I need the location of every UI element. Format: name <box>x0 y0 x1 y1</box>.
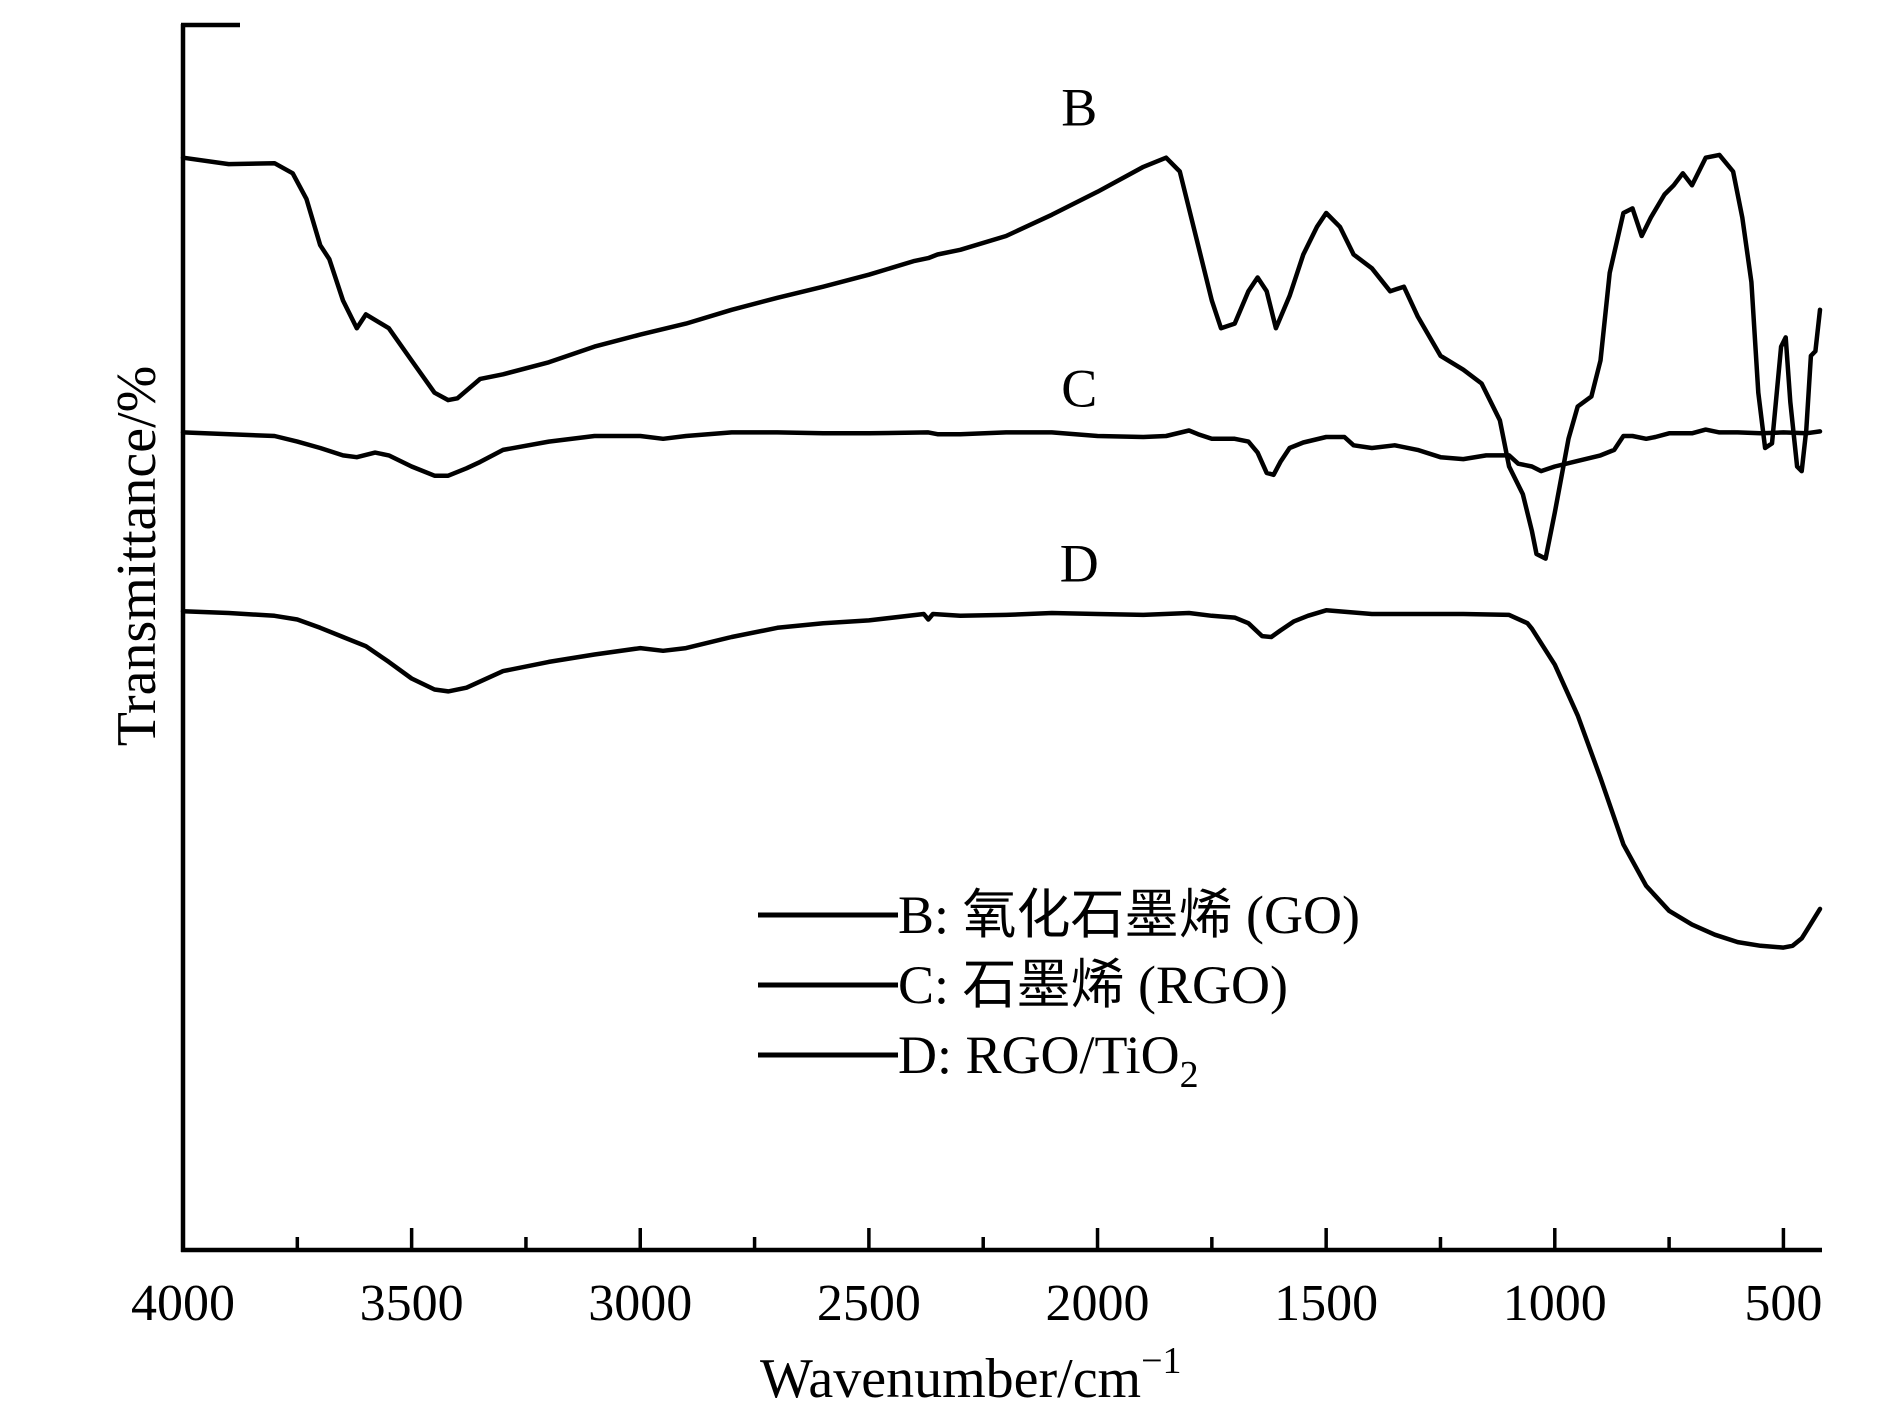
series-label-b: B <box>1061 77 1097 137</box>
x-axis-label: Wavenumber/cm−1 <box>760 1340 1182 1410</box>
legend-item-c: C: 石墨烯 (RGO) <box>758 955 1288 1015</box>
series-curve-c <box>180 427 1823 478</box>
x-ticks <box>181 1228 1786 1250</box>
x-tick-label: 1000 <box>1503 1275 1607 1332</box>
x-tick-label: 1500 <box>1274 1275 1378 1332</box>
legend: B: 氧化石墨烯 (GO) C: 石墨烯 (RGO) D: RGO/TiO2 <box>758 885 1360 1096</box>
series-curves <box>180 152 1823 950</box>
series-labels: B C D <box>1060 77 1099 593</box>
series-curve-d <box>180 608 1823 950</box>
x-tick-label: 3500 <box>360 1275 464 1332</box>
axes-frame <box>180 22 1822 1253</box>
legend-label-d: D: RGO/TiO2 <box>898 1025 1199 1096</box>
series-curve-b <box>180 152 1823 561</box>
legend-label-c: C: 石墨烯 (RGO) <box>898 955 1288 1015</box>
series-label-c: C <box>1061 359 1097 419</box>
x-tick-label: 3000 <box>588 1275 692 1332</box>
legend-item-b: B: 氧化石墨烯 (GO) <box>758 885 1360 945</box>
x-tick-label: 2500 <box>817 1275 921 1332</box>
x-tick-label: 2000 <box>1046 1275 1150 1332</box>
y-axis-label: Transmittance/% <box>106 366 168 747</box>
legend-item-d: D: RGO/TiO2 <box>758 1025 1199 1096</box>
series-label-d: D <box>1060 534 1099 594</box>
x-tick-labels: 4000 3500 3000 2500 2000 1500 1000 500 <box>131 1275 1822 1332</box>
x-tick-label: 4000 <box>131 1275 235 1332</box>
legend-label-d-subscript: 2 <box>1180 1054 1199 1096</box>
x-axis-label-superscript: −1 <box>1141 1340 1181 1382</box>
x-tick-label: 500 <box>1744 1275 1822 1332</box>
legend-label-b: B: 氧化石墨烯 (GO) <box>898 885 1360 945</box>
